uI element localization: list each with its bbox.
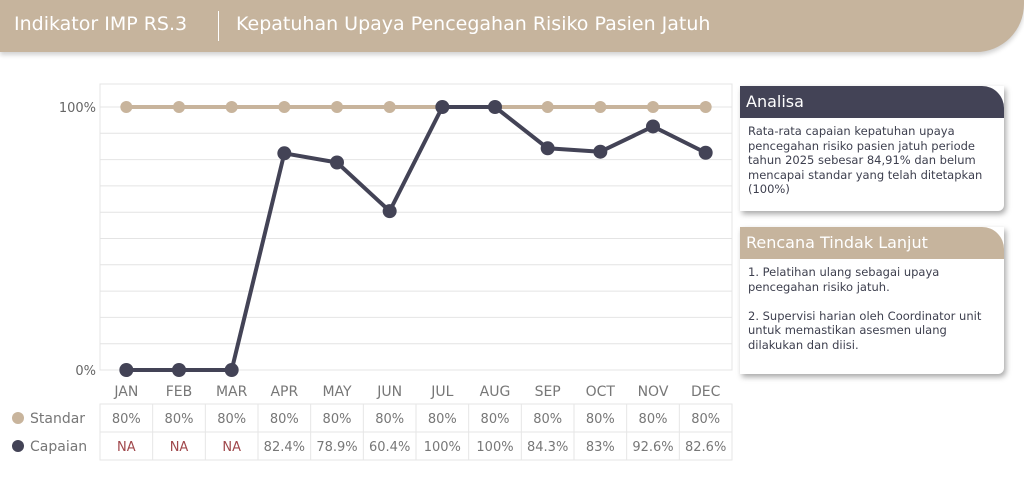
x-tick-label: OCT <box>586 384 616 400</box>
table-cell: 80% <box>217 412 246 427</box>
series-point-standar <box>120 101 133 113</box>
series-point-capaian <box>277 146 292 161</box>
legend-label-standar: Standar <box>30 411 85 427</box>
table-cell: NA <box>222 440 241 455</box>
y-tick-label: 0% <box>75 364 96 379</box>
x-tick-label: MAY <box>322 384 352 400</box>
x-tick-label: SEP <box>535 384 561 400</box>
series-point-capaian <box>224 363 239 377</box>
table-cell: 82.4% <box>264 440 305 455</box>
table-cell: 80% <box>323 412 352 427</box>
legend-marker-capaian <box>12 440 24 452</box>
x-tick-label: DEC <box>691 384 721 400</box>
x-tick-label: APR <box>270 384 298 400</box>
header-divider <box>218 11 219 41</box>
plan-text: 1. Pelatihan ulang sebagai upaya pencega… <box>748 265 982 352</box>
series-point-standar <box>331 101 343 113</box>
table-cell: 80% <box>481 412 510 427</box>
series-point-standar <box>278 101 291 113</box>
table-cell: 80% <box>112 412 141 427</box>
table-cell: 80% <box>691 412 720 427</box>
series-point-capaian <box>540 141 555 156</box>
series-point-capaian <box>593 144 608 159</box>
y-tick-label: 100% <box>59 101 96 116</box>
series-point-capaian <box>698 145 713 160</box>
indicator-code: Indikator IMP RS.3 <box>14 13 188 35</box>
series-line-capaian <box>126 105 707 372</box>
x-tick-label: MAR <box>216 384 248 400</box>
table-cell: 80% <box>533 412 562 427</box>
table-cell: 80% <box>270 412 299 427</box>
page-title: Kepatuhan Upaya Pencegahan Risiko Pasien… <box>236 13 711 35</box>
table-cell: 78.9% <box>316 440 357 455</box>
analysis-title: Analisa <box>740 86 1004 118</box>
table-cell: NA <box>117 440 136 455</box>
table-cell: 80% <box>428 412 457 427</box>
series-point-capaian <box>172 363 186 377</box>
series-point-standar <box>541 101 554 113</box>
plot-frame <box>99 83 733 371</box>
x-tick-label: JAN <box>113 384 138 400</box>
table-cell: 80% <box>165 412 194 427</box>
table-cell: 80% <box>639 412 668 427</box>
analysis-text: Rata-rata capaian kepatuhan upaya penceg… <box>748 124 983 196</box>
table-cell: 100% <box>424 440 461 455</box>
x-tick-label: FEB <box>166 384 193 400</box>
table-cell: 84.3% <box>527 440 568 455</box>
series-point-standar <box>594 101 607 113</box>
series-point-standar <box>173 101 185 113</box>
table-cell: 100% <box>476 440 513 455</box>
series-point-capaian <box>330 155 344 170</box>
x-tick-label: JUN <box>376 384 402 400</box>
table-cell: 80% <box>375 412 404 427</box>
series-point-standar <box>699 101 712 113</box>
legend-marker-standar <box>12 412 24 424</box>
plan-title: Rencana Tindak Lanjut <box>740 227 1004 259</box>
header-bar: Indikator IMP RS.3 Kepatuhan Upaya Pence… <box>0 0 1024 52</box>
plan-panel: Rencana Tindak Lanjut 1. Pelatihan ulang… <box>740 227 1004 374</box>
table-cell: 80% <box>586 412 615 427</box>
x-tick-label: NOV <box>638 384 669 400</box>
x-tick-label: JUL <box>430 384 453 400</box>
series-point-standar <box>225 101 238 113</box>
series-point-capaian <box>646 119 660 134</box>
series-point-capaian <box>435 100 450 114</box>
table-cell: 82.6% <box>685 440 726 455</box>
table-cell: 92.6% <box>632 440 673 455</box>
series-point-capaian <box>119 363 134 377</box>
series-point-standar <box>383 101 396 113</box>
series-point-capaian <box>488 100 502 114</box>
x-tick-label: AUG <box>480 384 511 400</box>
table-cell: 60.4% <box>369 440 410 455</box>
series-point-capaian <box>382 204 397 219</box>
table-cell: 83% <box>586 440 615 455</box>
series-point-standar <box>647 101 659 113</box>
analysis-panel: Analisa Rata-rata capaian kepatuhan upay… <box>740 86 1004 211</box>
table-cell: NA <box>170 440 189 455</box>
legend-label-capaian: Capaian <box>30 439 87 455</box>
